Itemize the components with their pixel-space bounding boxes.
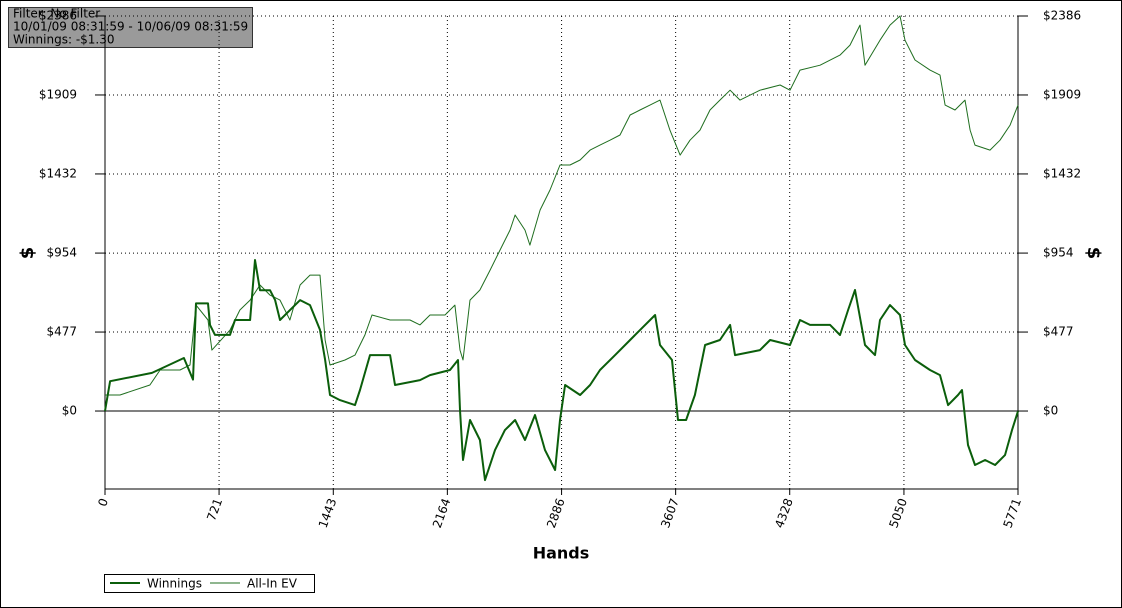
series-line	[104, 259, 1019, 482]
legend-label: All-In EV	[247, 577, 298, 591]
y-tick-label: $2386	[39, 9, 77, 23]
y-tick-label: $1432	[39, 166, 77, 180]
y-tick-label: $477	[46, 325, 77, 339]
series-line	[105, 15, 1019, 396]
y2-tick-label: $477	[1043, 325, 1074, 339]
legend-box	[104, 574, 315, 593]
info-box-bg	[8, 7, 253, 48]
y-axis-label: $	[17, 247, 38, 260]
x-axis-label: Hands	[533, 544, 590, 563]
y2-tick-label: $2386	[1043, 9, 1081, 23]
info-text: Filter: No Filter	[13, 7, 100, 21]
y2-tick-label: $0	[1043, 404, 1058, 418]
x-tick-label: 0	[95, 496, 111, 508]
y2-tick-label: $954	[1043, 246, 1074, 260]
legend-label: Winnings	[147, 577, 202, 591]
y2-axis-label: $	[1083, 247, 1104, 260]
y-tick-label: $954	[46, 246, 77, 260]
info-text: Winnings: -$1.30	[13, 33, 115, 47]
y2-tick-label: $1432	[1043, 166, 1081, 180]
info-text: 10/01/09 08:31:59 - 10/06/09 08:31:59	[13, 20, 248, 34]
y-tick-label: $1909	[39, 87, 77, 101]
y2-tick-label: $1909	[1043, 87, 1081, 101]
y-tick-label: $0	[62, 404, 77, 418]
info-box: Filter: No Filter 10/01/09 08:31:59 - 10…	[8, 7, 253, 48]
